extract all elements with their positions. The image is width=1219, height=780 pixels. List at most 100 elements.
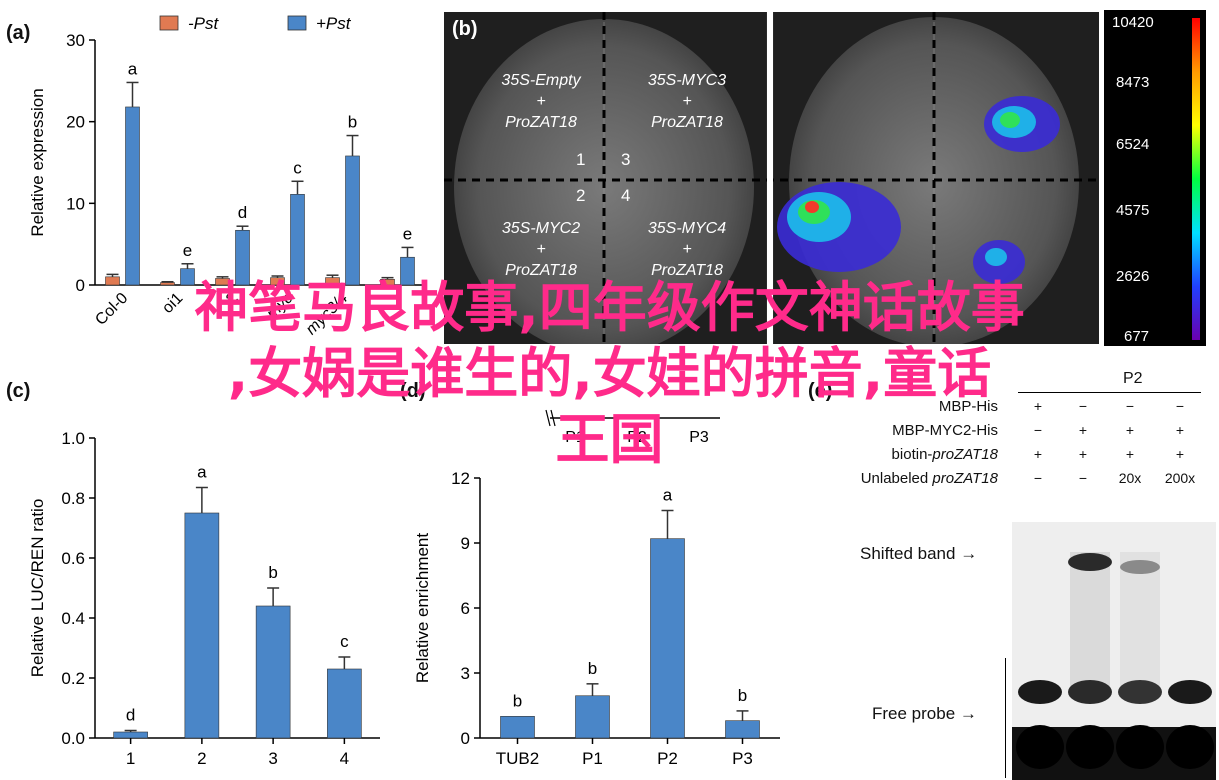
colorbar-tick: 8473	[1116, 74, 1150, 91]
quadrant-number-3: 3	[621, 150, 631, 169]
probe-line	[1018, 392, 1201, 393]
significance-letter: b	[588, 659, 597, 678]
x-tick-label: P2	[657, 749, 678, 768]
x-tick-label: P1	[582, 749, 603, 768]
gel-row-label-text: biotin-	[891, 446, 933, 463]
promoter-break	[545, 409, 551, 427]
legend-swatch	[287, 15, 307, 31]
colorbar: 10420 8473 6524 4575 2626 677	[1104, 10, 1206, 346]
bar	[125, 106, 140, 286]
gel-row-value: +	[1175, 422, 1185, 438]
gel-row-label: MBP-MYC2-His	[892, 422, 998, 439]
gel-row-value: −	[1078, 398, 1088, 414]
bar	[160, 282, 175, 286]
gel-row-label-italic: proZAT18	[932, 446, 998, 463]
luminescence-spot-myc4	[973, 240, 1025, 284]
luminescence-spot-myc2	[777, 182, 901, 272]
significance-letter: e	[183, 241, 192, 260]
gel-bands	[1012, 522, 1216, 780]
y-tick-label: 0	[461, 729, 470, 748]
bar	[725, 720, 760, 739]
gel-row-value: −	[1175, 398, 1185, 414]
bar	[500, 716, 535, 739]
gel-row-value: +	[1175, 446, 1185, 462]
label-35s-myc3: 35S-MYC3 + ProZAT18	[647, 72, 727, 131]
panel-letter-c: (c)	[6, 380, 31, 402]
gel-row-value: +	[1125, 422, 1135, 438]
bar	[290, 194, 305, 286]
colorbar-tick: 4575	[1116, 202, 1150, 219]
gel-row-value: +	[1125, 446, 1135, 462]
significance-letter: b	[348, 113, 357, 132]
gel-image	[1012, 522, 1216, 780]
gel-row-label-text: MBP-MYC2-His	[892, 422, 998, 439]
bar	[215, 278, 230, 286]
y-tick-label: 1.0	[61, 429, 85, 448]
bar	[380, 278, 395, 286]
gel-row-value: +	[1033, 446, 1043, 462]
gel-row-value: −	[1125, 398, 1135, 414]
x-tick-label: 1	[126, 749, 135, 768]
y-tick-label: 12	[451, 469, 470, 488]
gel-row-value: 20x	[1118, 470, 1142, 486]
significance-letter: b	[268, 563, 277, 582]
bar	[327, 668, 362, 739]
gel-row-label: MBP-His	[939, 398, 998, 415]
legend-label: -Pst	[188, 14, 220, 33]
bar	[184, 512, 220, 739]
panel-letter-b: (b)	[452, 18, 478, 40]
significance-letter: d	[126, 706, 135, 725]
panel-e: P2 MBP-His + − − − MBP-MYC2-His − + + + biotin-pro…	[800, 370, 1219, 780]
label-35s-empty: 35S-Empty + ProZAT18	[501, 72, 581, 131]
x-tick-label: P3	[732, 749, 753, 768]
colorbar-tick: 677	[1124, 328, 1150, 345]
y-tick-label: 0	[76, 276, 85, 295]
panel-letter-e: (e)	[808, 380, 833, 402]
bar	[180, 268, 195, 286]
gel-row-value: −	[1033, 422, 1043, 438]
bar	[235, 229, 250, 286]
y-tick-label: 6	[461, 599, 470, 618]
colorbar-gradient	[1192, 18, 1200, 340]
shifted-band-lane2	[1068, 553, 1112, 571]
y-axis-label: Relative expression	[28, 88, 47, 236]
significance-letter: a	[197, 463, 207, 482]
y-tick-label: 0.4	[61, 609, 85, 628]
y-tick-label: 9	[461, 534, 470, 553]
label-35s-myc4: 35S-MYC4 + ProZAT18	[647, 220, 727, 279]
significance-letter: b	[513, 691, 522, 710]
legend-label: +Pst	[316, 14, 352, 33]
bar	[575, 695, 610, 739]
leaf-images	[444, 12, 1099, 355]
bar	[400, 256, 415, 286]
chart-d: 0 3 6 9 12 Relative enrichment b TUB2 b P1 a P2 b P3 P…	[413, 409, 780, 768]
bar	[255, 605, 291, 739]
bar	[345, 155, 360, 286]
luminescence-spot-myc3	[984, 96, 1060, 152]
bar	[113, 731, 148, 739]
y-axis-label: Relative enrichment	[413, 533, 432, 684]
shifted-band-label: Shifted band →	[860, 544, 978, 563]
gel-row-value: −	[1078, 470, 1088, 486]
x-tick-label: 2	[197, 749, 206, 768]
gel-row-label: biotin-proZAT18	[892, 446, 998, 463]
gel-row-label: Unlabeled proZAT18	[861, 470, 998, 487]
y-tick-label: 0.8	[61, 489, 85, 508]
gel-row-value: 200x	[1164, 470, 1196, 486]
significance-letter: b	[738, 686, 747, 705]
panel-letter-a: (a)	[6, 22, 31, 44]
y-tick-label: 0.2	[61, 669, 85, 688]
y-tick-label: 20	[66, 113, 85, 132]
promoter-region-label: P3	[689, 429, 709, 446]
x-tick-label: oi1	[159, 290, 186, 317]
y-axis-label: Relative LUC/REN ratio	[28, 499, 47, 678]
shifted-band-lane3	[1120, 560, 1160, 574]
quadrant-number-4: 4	[621, 186, 631, 205]
gel-row-value: +	[1033, 398, 1043, 414]
chart-c: 0.0 0.2 0.4 0.6 0.8 1.0 Relative LUC/REN ratio…	[28, 429, 380, 768]
significance-letter: e	[403, 224, 412, 243]
panel-b-image: (b) 35S-Empty + ProZAT18 35S-MYC3 + ProZAT18…	[444, 12, 1099, 355]
x-tick-label: TUB2	[496, 749, 539, 768]
gel-row-label-text: MBP-His	[938, 398, 998, 415]
gel-row-label-italic: proZAT18	[932, 470, 998, 487]
